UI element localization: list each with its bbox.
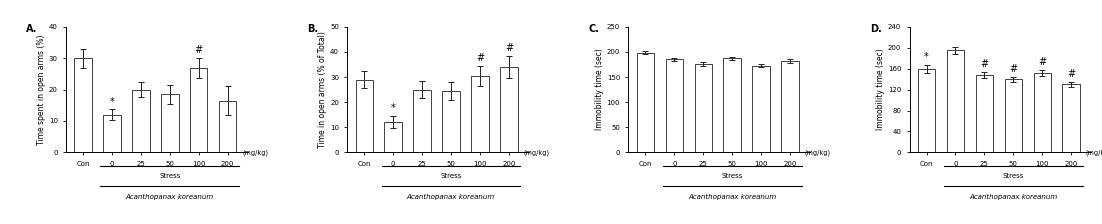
Bar xyxy=(947,50,964,152)
Y-axis label: Time spent in open arms (%): Time spent in open arms (%) xyxy=(37,34,46,145)
Text: #: # xyxy=(476,53,484,63)
Y-axis label: Immobility time (sec): Immobility time (sec) xyxy=(876,49,885,130)
Bar xyxy=(356,80,372,152)
Bar xyxy=(190,68,207,152)
Bar xyxy=(500,67,518,152)
Text: D.: D. xyxy=(869,24,882,34)
Bar xyxy=(975,75,993,152)
Text: *: * xyxy=(925,52,929,62)
Text: Acanthopanax koreanum: Acanthopanax koreanum xyxy=(688,194,776,200)
Text: *: * xyxy=(391,103,396,113)
Y-axis label: Immobility time (sec): Immobility time (sec) xyxy=(595,49,604,130)
Bar xyxy=(385,122,402,152)
Text: A.: A. xyxy=(26,24,37,34)
Bar xyxy=(637,53,653,152)
Text: (mg/kg): (mg/kg) xyxy=(1085,149,1102,156)
Bar xyxy=(1062,84,1080,152)
Text: #: # xyxy=(1009,64,1017,74)
Bar xyxy=(781,61,799,152)
Bar xyxy=(442,91,460,152)
Text: Stress: Stress xyxy=(159,172,181,179)
Bar xyxy=(161,94,179,152)
Text: Acanthopanax koreanum: Acanthopanax koreanum xyxy=(126,194,214,200)
Bar xyxy=(1005,79,1022,152)
Text: (mg/kg): (mg/kg) xyxy=(242,149,268,156)
Text: #: # xyxy=(981,59,988,69)
Text: #: # xyxy=(1038,57,1046,67)
Text: Stress: Stress xyxy=(722,172,743,179)
Text: Stress: Stress xyxy=(1003,172,1024,179)
Bar xyxy=(694,64,712,152)
Text: Stress: Stress xyxy=(441,172,462,179)
Text: (mg/kg): (mg/kg) xyxy=(523,149,549,156)
Y-axis label: Time in open arms (% of Total): Time in open arms (% of Total) xyxy=(318,31,327,148)
Bar xyxy=(918,69,936,152)
Bar xyxy=(413,90,431,152)
Text: (mg/kg): (mg/kg) xyxy=(804,149,831,156)
Bar xyxy=(724,58,741,152)
Bar xyxy=(1034,73,1051,152)
Bar xyxy=(753,65,770,152)
Bar xyxy=(219,101,236,152)
Text: #: # xyxy=(1067,69,1076,79)
Bar xyxy=(666,60,683,152)
Bar xyxy=(132,90,150,152)
Text: #: # xyxy=(195,45,203,55)
Bar xyxy=(472,76,488,152)
Text: Acanthopanax koreanum: Acanthopanax koreanum xyxy=(969,194,1058,200)
Text: Acanthopanax koreanum: Acanthopanax koreanum xyxy=(407,194,495,200)
Bar xyxy=(104,115,120,152)
Bar xyxy=(74,58,91,152)
Text: #: # xyxy=(505,43,512,53)
Text: C.: C. xyxy=(588,24,599,34)
Text: B.: B. xyxy=(307,24,318,34)
Text: *: * xyxy=(109,97,115,107)
